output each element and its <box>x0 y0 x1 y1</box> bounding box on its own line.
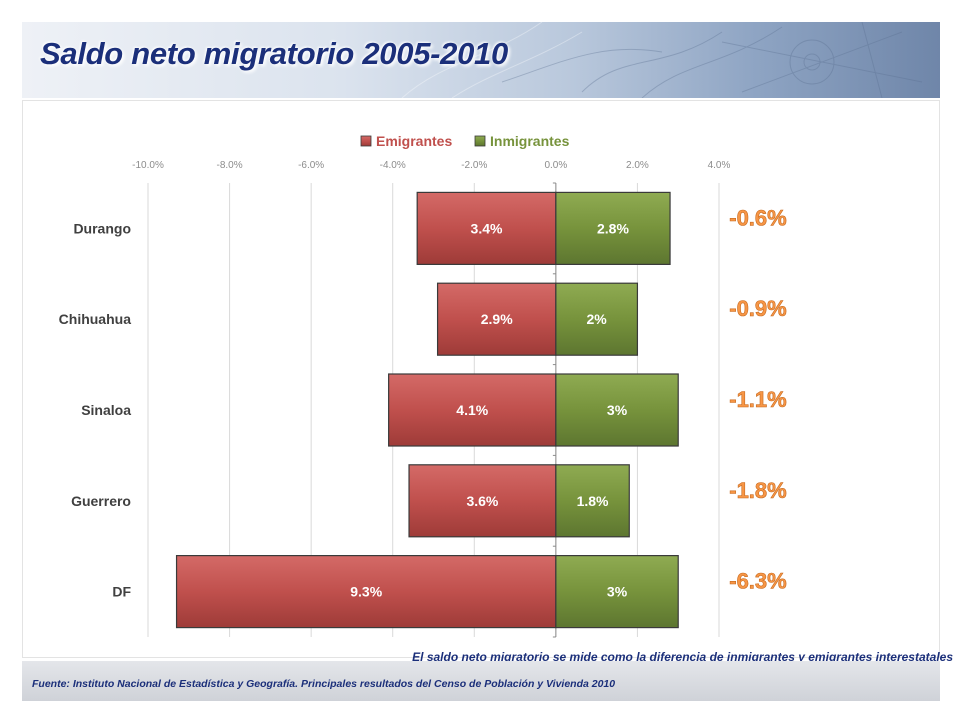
net-balance-label: -6.3% <box>729 569 786 594</box>
category-label: Durango <box>73 220 131 236</box>
legend-swatch-inmigrantes <box>474 135 486 147</box>
bar-emigrantes <box>175 555 557 629</box>
x-tick-label: -8.0% <box>217 160 243 171</box>
bar-inmigrantes <box>555 555 679 629</box>
bar-emigrantes <box>416 191 557 266</box>
bar-inmigrantes <box>555 191 671 266</box>
category-label: Sinaloa <box>81 402 131 418</box>
legend-label-emigrantes: Emigrantes <box>376 133 452 149</box>
x-tick-label: -6.0% <box>298 160 324 171</box>
category-label: Chihuahua <box>59 311 132 327</box>
source-text: Fuente: Instituto Nacional de Estadístic… <box>32 678 616 690</box>
banner-background-map <box>401 22 923 98</box>
net-balance-label: -1.1% <box>729 387 786 412</box>
x-tick-label: 2.0% <box>626 160 649 171</box>
bar-label-inmigrantes: 3% <box>607 584 628 600</box>
footer-bar: Fuente: Instituto Nacional de Estadístic… <box>22 661 940 701</box>
net-balance-label: -0.9% <box>729 296 786 321</box>
category-label: DF <box>112 584 131 600</box>
title-banner: Saldo neto migratorio 2005-2010 <box>22 22 940 98</box>
bar-label-inmigrantes: 2% <box>587 311 608 327</box>
migration-chart: -10.0% -8.0% -6.0% -4.0% -2.0% 0.0% 2.0% 4.0% D… <box>59 133 787 638</box>
chart-panel: -10.0% -8.0% -6.0% -4.0% -2.0% 0.0% 2.0% 4.0% D… <box>22 100 940 658</box>
bar-label-emigrantes: 3.4% <box>471 220 503 236</box>
bar-label-emigrantes: 2.9% <box>481 311 513 327</box>
chart-note: El saldo neto migratorio se mide como la… <box>412 650 953 664</box>
net-balance-label: -1.8% <box>729 478 786 503</box>
bar-label-emigrantes: 9.3% <box>350 584 382 600</box>
bar-label-inmigrantes: 2.8% <box>597 220 629 236</box>
bar-inmigrantes <box>555 282 639 356</box>
bar-inmigrantes <box>555 464 630 538</box>
bar-label-inmigrantes: 1.8% <box>577 493 609 509</box>
x-tick-label: 4.0% <box>708 160 731 171</box>
bar-label-emigrantes: 3.6% <box>466 493 498 509</box>
x-tick-label: 0.0% <box>544 160 567 171</box>
net-balance-label: -0.6% <box>729 205 786 230</box>
category-label: Guerrero <box>71 493 131 509</box>
x-tick-label: -4.0% <box>380 160 406 171</box>
legend-swatch-emigrantes <box>360 135 372 147</box>
bar-label-emigrantes: 4.1% <box>456 402 488 418</box>
bar-inmigrantes <box>555 373 679 447</box>
bar-emigrantes <box>388 373 557 447</box>
page-title: Saldo neto migratorio 2005-2010 <box>40 36 508 71</box>
bar-label-inmigrantes: 3% <box>607 402 628 418</box>
x-tick-label: -2.0% <box>461 160 487 171</box>
bar-emigrantes <box>408 464 557 538</box>
legend-label-inmigrantes: Inmigrantes <box>490 133 570 149</box>
x-tick-label: -10.0% <box>132 160 164 171</box>
